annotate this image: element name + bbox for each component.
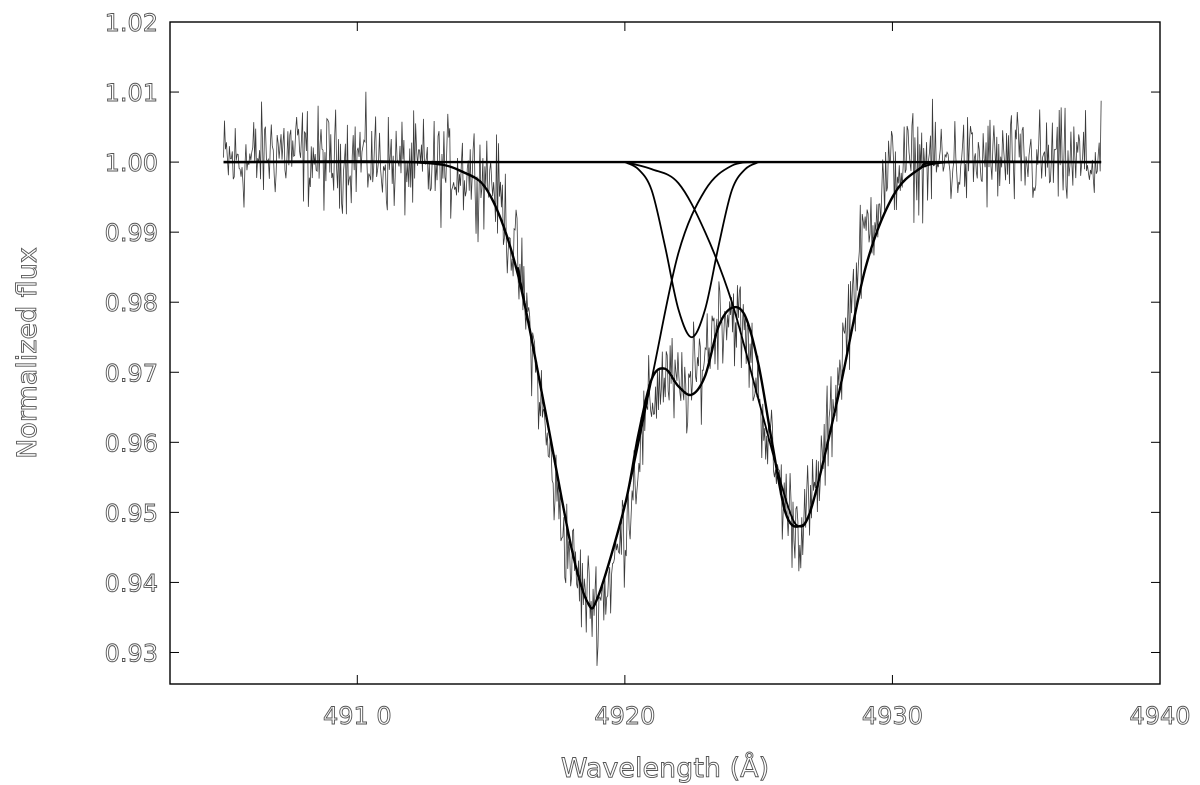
component-line — [624, 161, 760, 339]
y-tick-label: 0.99 — [105, 219, 158, 247]
y-tick-label: 0.97 — [105, 359, 158, 387]
y-tick-label: 1.02 — [105, 9, 158, 37]
y-tick-label: 0.96 — [105, 429, 158, 457]
axis-ticks — [170, 21, 1161, 684]
y-tick-label: 1.00 — [105, 149, 158, 177]
component-line — [516, 161, 759, 610]
x-tick-label: 491 0 — [323, 702, 392, 730]
y-tick-label: 0.93 — [105, 639, 158, 667]
x-axis-title: Wavelength (Å) — [561, 752, 769, 784]
y-tick-label: 0.98 — [105, 289, 158, 317]
fit-total-line — [223, 160, 1102, 610]
y-axis-title: Normalized flux — [12, 247, 43, 459]
series-group — [223, 91, 1102, 666]
plot-frame — [169, 21, 1161, 685]
y-tick-label: 0.94 — [105, 569, 158, 597]
component-line — [624, 161, 947, 528]
x-tick-label: 4920 — [594, 702, 655, 730]
x-tick-label: 4930 — [862, 702, 923, 730]
y-tick-label: 0.95 — [105, 499, 158, 527]
axis-tick-labels: 491 0 4920 4930 4940 0.93 0.94 0.95 0.96 0.97 0.9… — [104, 9, 1191, 731]
x-tick-label: 4940 — [1129, 702, 1190, 730]
observed-spectrum-line — [223, 91, 1102, 666]
y-tick-label: 1.01 — [105, 79, 158, 107]
